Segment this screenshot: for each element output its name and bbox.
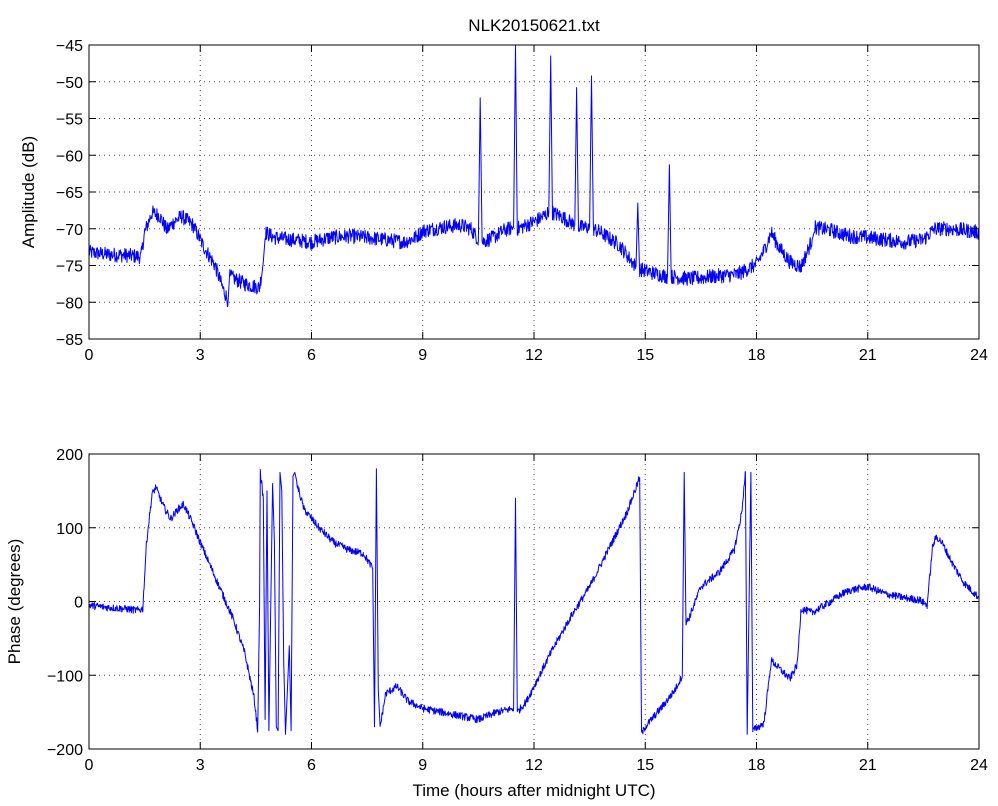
phase-x-tick-label: 15	[636, 757, 654, 774]
amplitude-x-tick-label: 21	[859, 347, 877, 364]
amplitude-x-tick-label: 18	[748, 347, 766, 364]
phase-x-axis-label: Time (hours after midnight UTC)	[412, 781, 655, 800]
phase-panel: 0 3 6 9 12 15 18 21 24 −200 −100 0 100 200 Phase (degr…	[5, 447, 988, 800]
amplitude-y-tick-label: −70	[56, 222, 83, 239]
amplitude-panel: 0 3 6 9 12 15 18 21 24 −85 −80 −75 −70 −65 −60 −55 −50 −4…	[19, 38, 988, 364]
amplitude-y-tick-label: −85	[56, 332, 83, 349]
phase-series-line	[88, 468, 980, 735]
amplitude-y-tick-label: −55	[56, 112, 83, 129]
amplitude-x-tick-label: 0	[85, 347, 94, 364]
phase-x-tick-label: 24	[970, 757, 988, 774]
amplitude-series-line	[88, 44, 980, 307]
phase-x-tick-label: 9	[418, 757, 427, 774]
amplitude-y-tick-label: −75	[56, 259, 83, 276]
phase-y-tick-label: 100	[56, 521, 83, 538]
amplitude-y-tick-label: −60	[56, 148, 83, 165]
phase-x-tick-label: 18	[748, 757, 766, 774]
amplitude-y-tick-label: −65	[56, 185, 83, 202]
amplitude-y-axis-label: Amplitude (dB)	[19, 136, 38, 248]
phase-x-tick-label: 0	[85, 757, 94, 774]
phase-y-tick-label: 200	[56, 447, 83, 464]
phase-x-tick-label: 6	[307, 757, 316, 774]
figure-title: NLK20150621.txt	[468, 16, 600, 35]
amplitude-x-tick-label: 15	[636, 347, 654, 364]
amplitude-x-tick-label: 12	[525, 347, 543, 364]
phase-y-tick-label: −200	[47, 742, 83, 759]
amplitude-x-tick-label: 24	[970, 347, 988, 364]
amplitude-x-tick-label: 6	[307, 347, 316, 364]
phase-y-tick-label: 0	[74, 595, 83, 612]
phase-x-tick-label: 3	[196, 757, 205, 774]
amplitude-x-tick-label: 3	[196, 347, 205, 364]
amplitude-x-tick-label: 9	[418, 347, 427, 364]
amplitude-y-tick-label: −50	[56, 75, 83, 92]
phase-y-tick-label: −100	[47, 668, 83, 685]
amplitude-y-tick-label: −80	[56, 295, 83, 312]
phase-x-tick-label: 21	[859, 757, 877, 774]
phase-x-tick-label: 12	[525, 757, 543, 774]
amplitude-y-tick-label: −45	[56, 38, 83, 55]
phase-y-axis-label: Phase (degrees)	[5, 539, 24, 665]
